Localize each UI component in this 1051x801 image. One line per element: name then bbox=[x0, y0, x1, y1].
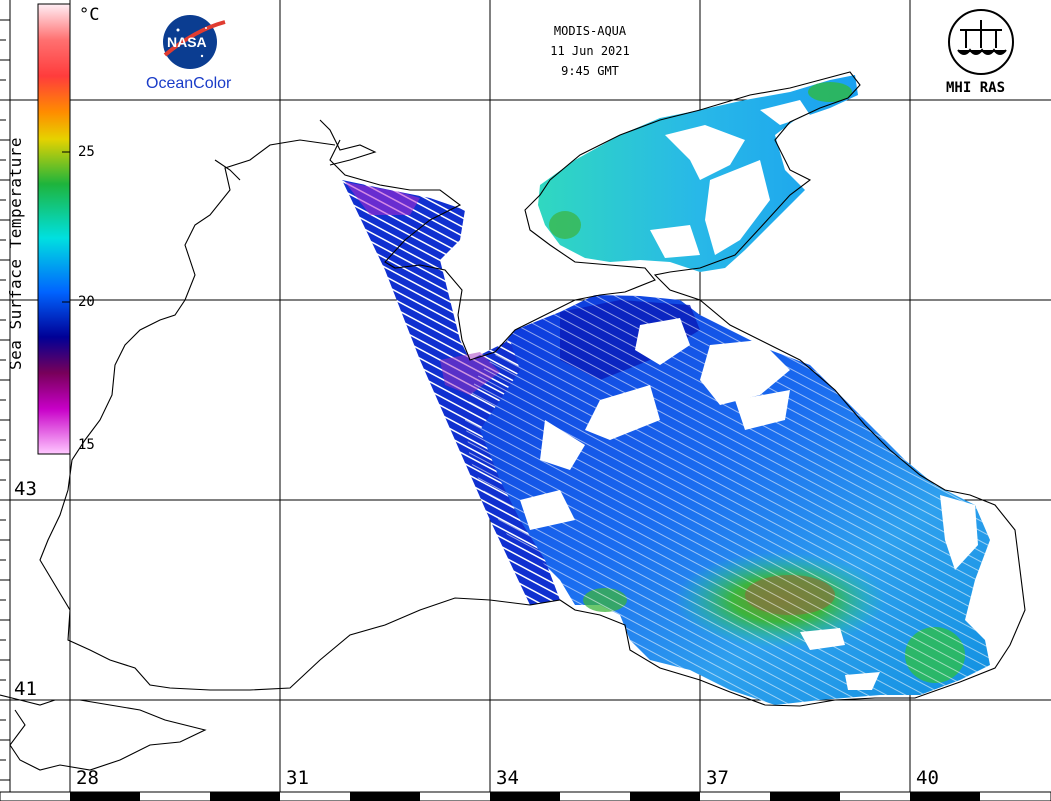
lat-label-43: 43 bbox=[14, 478, 37, 500]
lat-label-41: 41 bbox=[14, 678, 37, 700]
colorbar-tick-25: 25 bbox=[78, 144, 95, 160]
azov-clouds bbox=[650, 100, 810, 258]
azov-warm-1 bbox=[808, 82, 852, 102]
azov-warm-2 bbox=[549, 211, 581, 239]
nw-shelf-cold bbox=[345, 182, 420, 215]
colorbar-unit: °C bbox=[79, 5, 100, 25]
mhi-logo bbox=[948, 9, 1014, 75]
coastline bbox=[0, 71, 1026, 771]
colorbar bbox=[37, 3, 71, 455]
satellite-name: MODIS-AQUA bbox=[553, 24, 627, 38]
colorbar-tick-20: 20 bbox=[78, 294, 95, 310]
lon-label-34: 34 bbox=[496, 767, 519, 789]
mhi-label: MHI RAS bbox=[946, 80, 1006, 96]
left-ruler bbox=[0, 0, 11, 792]
image-date: 11 Jun 2021 bbox=[550, 44, 630, 58]
lon-label-40: 40 bbox=[916, 767, 939, 789]
lon-label-37: 37 bbox=[706, 767, 729, 789]
nasa-wordmark: NASA bbox=[167, 34, 207, 50]
colorbar-tick-15: 15 bbox=[78, 437, 95, 453]
nasa-logo bbox=[163, 15, 226, 69]
lon-label-28: 28 bbox=[76, 767, 99, 789]
image-time: 9:45 GMT bbox=[561, 64, 619, 78]
lon-label-31: 31 bbox=[286, 767, 309, 789]
odessa-cold bbox=[440, 352, 500, 395]
colorbar-title: Sea Surface Temperature bbox=[6, 136, 25, 370]
oceancolor-label: OceanColor bbox=[146, 75, 232, 92]
bottom-ruler bbox=[0, 791, 1051, 801]
scan-lines bbox=[465, 295, 990, 705]
